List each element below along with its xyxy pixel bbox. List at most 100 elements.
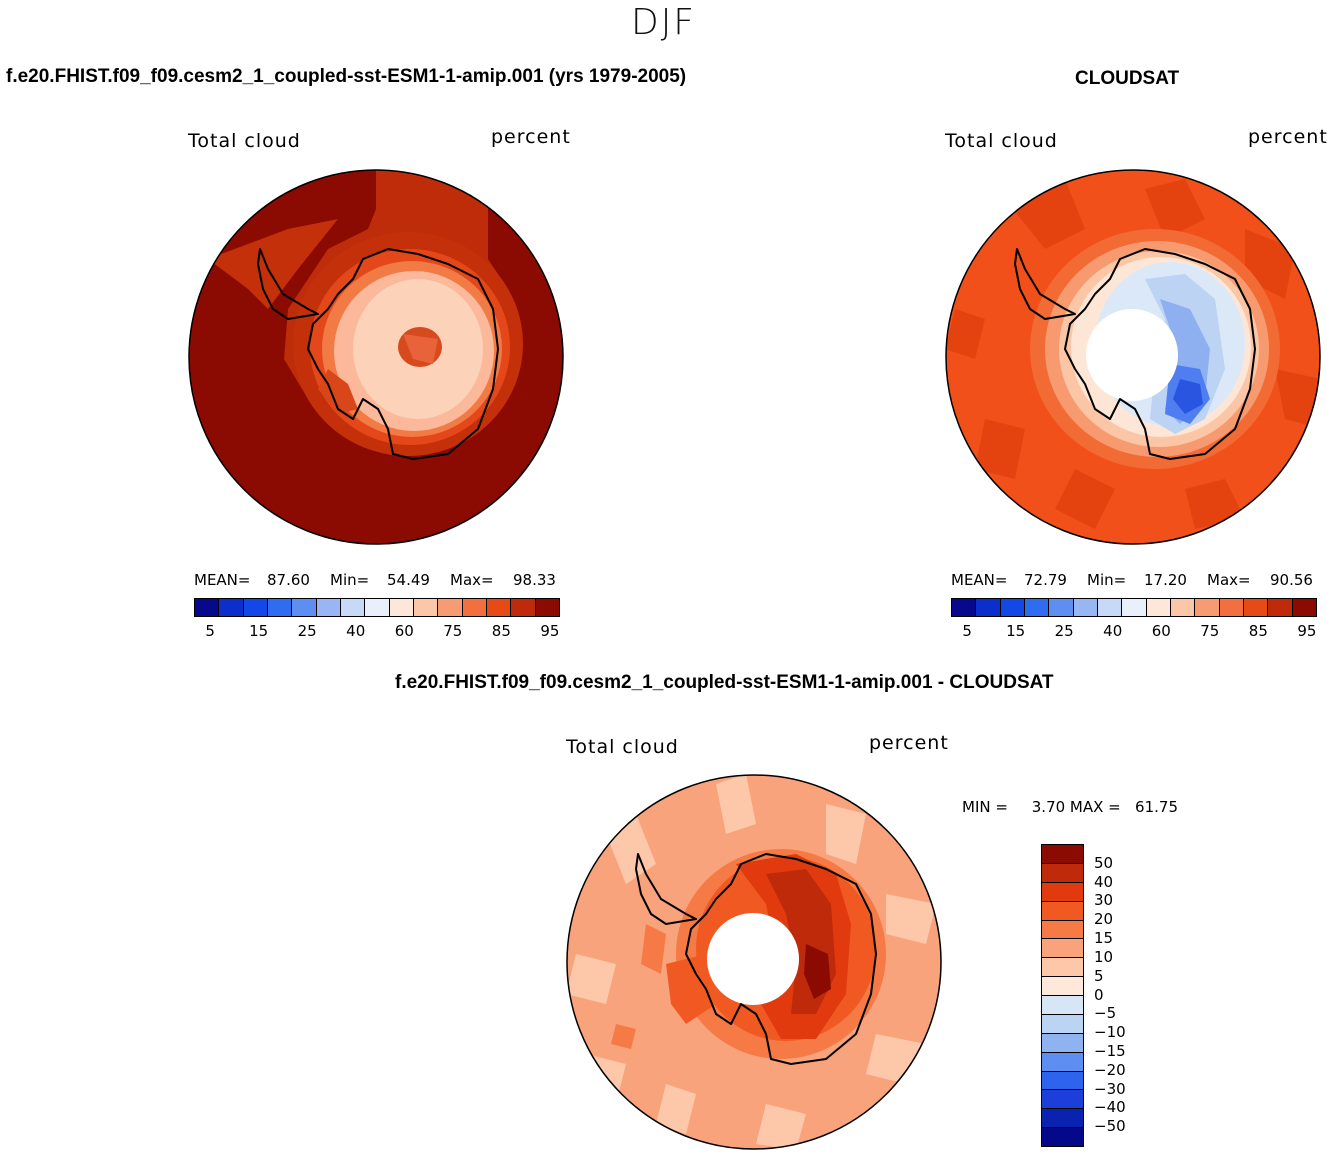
- colorbar-tick-label: 75: [1200, 622, 1220, 640]
- panel1-mean-value: 87.60: [267, 571, 310, 589]
- colorbar-swatch: [1049, 599, 1074, 616]
- diff-colorbar-ticks: 50 40 30 20 15 10 5 0 −5 −10 −15 −20 −30 −40 −50: [1094, 844, 1154, 1145]
- colorbar-tick-label: −50: [1094, 1117, 1126, 1136]
- colorbar-swatch: [1042, 1014, 1083, 1034]
- panel2-antarctica-outline: [1014, 248, 1256, 460]
- panel2-colorbar: [951, 598, 1317, 617]
- colorbar-tick-label: −40: [1094, 1098, 1126, 1117]
- panel1-colorbar: [194, 598, 560, 617]
- colorbar-swatch: [1042, 1052, 1083, 1072]
- diff-units-label: percent: [869, 732, 949, 754]
- colorbar-swatch: [1042, 996, 1083, 1015]
- panel1-variable-label: Total cloud: [188, 130, 301, 152]
- panel2-max-label: Max=: [1207, 571, 1251, 589]
- colorbar-swatch: [316, 599, 341, 616]
- colorbar-swatch: [1219, 599, 1244, 616]
- colorbar-swatch: [1042, 1071, 1083, 1091]
- diff-minmax-text: MIN = 3.70 MAX = 61.75: [962, 798, 1178, 816]
- panel2-polar-map: [945, 169, 1321, 545]
- colorbar-swatch: [1073, 599, 1098, 616]
- panel2-variable-label: Total cloud: [945, 130, 1058, 152]
- colorbar-swatch: [462, 599, 487, 616]
- colorbar-swatch: [1042, 958, 1083, 978]
- colorbar-swatch: [1042, 863, 1083, 883]
- colorbar-swatch: [1042, 920, 1083, 940]
- colorbar-swatch: [1195, 599, 1220, 616]
- colorbar-tick-label: 15: [1006, 622, 1026, 640]
- colorbar-tick-label: 85: [491, 622, 511, 640]
- colorbar-swatch: [1042, 901, 1083, 921]
- colorbar-tick-label: 40: [1103, 622, 1123, 640]
- colorbar-swatch: [267, 599, 293, 616]
- colorbar-swatch: [195, 599, 220, 616]
- colorbar-tick-label: 25: [297, 622, 317, 640]
- colorbar-swatch: [486, 599, 512, 616]
- panel1-min-label: Min=: [330, 571, 370, 589]
- colorbar-tick-label: 20: [1094, 910, 1114, 929]
- panel1-antarctica-outline: [257, 248, 499, 460]
- colorbar-swatch: [292, 599, 317, 616]
- diff-variable-label: Total cloud: [566, 736, 679, 758]
- panel1-min-value: 54.49: [387, 571, 430, 589]
- panel1-colorbar-ticks: 5 15 25 40 60 75 85 95: [194, 622, 559, 642]
- colorbar-tick-label: 5: [1094, 966, 1104, 985]
- colorbar-swatch: [976, 599, 1001, 616]
- colorbar-tick-label: 40: [346, 622, 366, 640]
- colorbar-tick-label: 40: [1094, 872, 1114, 891]
- panel2-colorbar-ticks: 5 15 25 40 60 75 85 95: [951, 622, 1316, 642]
- colorbar-swatch: [1268, 599, 1293, 616]
- colorbar-tick-label: 0: [1094, 985, 1104, 1004]
- panel2-mean-value: 72.79: [1024, 571, 1067, 589]
- colorbar-tick-label: 60: [394, 622, 414, 640]
- colorbar-tick-label: −15: [1094, 1041, 1126, 1060]
- panel2-title: CLOUDSAT: [1075, 68, 1180, 89]
- panel1-title: f.e20.FHIST.f09_f09.cesm2_1_coupled-sst-…: [6, 66, 687, 87]
- panel2-min-label: Min=: [1087, 571, 1127, 589]
- colorbar-tick-label: 15: [1094, 929, 1114, 948]
- colorbar-swatch: [1146, 599, 1171, 616]
- colorbar-swatch: [1292, 599, 1316, 616]
- panel2-units-label: percent: [1248, 126, 1327, 148]
- colorbar-swatch: [1042, 882, 1083, 902]
- panel1-mean-label: MEAN=: [194, 571, 251, 589]
- panel1-max-value: 98.33: [513, 571, 556, 589]
- panel2-mean-label: MEAN=: [951, 571, 1008, 589]
- colorbar-tick-label: −10: [1094, 1023, 1126, 1042]
- colorbar-swatch: [365, 599, 390, 616]
- colorbar-swatch: [1042, 1128, 1083, 1146]
- colorbar-swatch: [413, 599, 439, 616]
- colorbar-tick-label: −30: [1094, 1079, 1126, 1098]
- colorbar-swatch: [340, 599, 366, 616]
- colorbar-swatch: [1024, 599, 1050, 616]
- colorbar-swatch: [1097, 599, 1123, 616]
- colorbar-swatch: [1042, 1090, 1083, 1110]
- colorbar-swatch: [1122, 599, 1147, 616]
- colorbar-tick-label: 85: [1248, 622, 1268, 640]
- diff-colorbar: [1041, 844, 1084, 1147]
- diff-antarctica-outline: [635, 853, 877, 1065]
- colorbar-swatch: [219, 599, 244, 616]
- colorbar-tick-label: 60: [1151, 622, 1171, 640]
- colorbar-swatch: [1243, 599, 1269, 616]
- colorbar-tick-label: 25: [1054, 622, 1074, 640]
- colorbar-tick-label: 30: [1094, 891, 1114, 910]
- colorbar-swatch: [535, 599, 559, 616]
- colorbar-swatch: [1042, 845, 1083, 864]
- colorbar-tick-label: 15: [249, 622, 269, 640]
- colorbar-swatch: [438, 599, 463, 616]
- panel1-max-label: Max=: [450, 571, 494, 589]
- colorbar-swatch: [511, 599, 536, 616]
- colorbar-swatch: [1042, 1109, 1083, 1129]
- colorbar-tick-label: 95: [540, 622, 560, 640]
- colorbar-tick-label: 95: [1297, 622, 1317, 640]
- colorbar-swatch: [1000, 599, 1025, 616]
- colorbar-tick-label: 50: [1094, 853, 1114, 872]
- diff-polar-map: [566, 774, 942, 1150]
- colorbar-swatch: [1042, 939, 1083, 959]
- panel2-min-value: 17.20: [1144, 571, 1187, 589]
- colorbar-swatch: [389, 599, 414, 616]
- colorbar-swatch: [1170, 599, 1196, 616]
- colorbar-tick-label: 10: [1094, 947, 1114, 966]
- colorbar-tick-label: 5: [205, 622, 215, 640]
- diff-title: f.e20.FHIST.f09_f09.cesm2_1_coupled-sst-…: [395, 672, 1054, 693]
